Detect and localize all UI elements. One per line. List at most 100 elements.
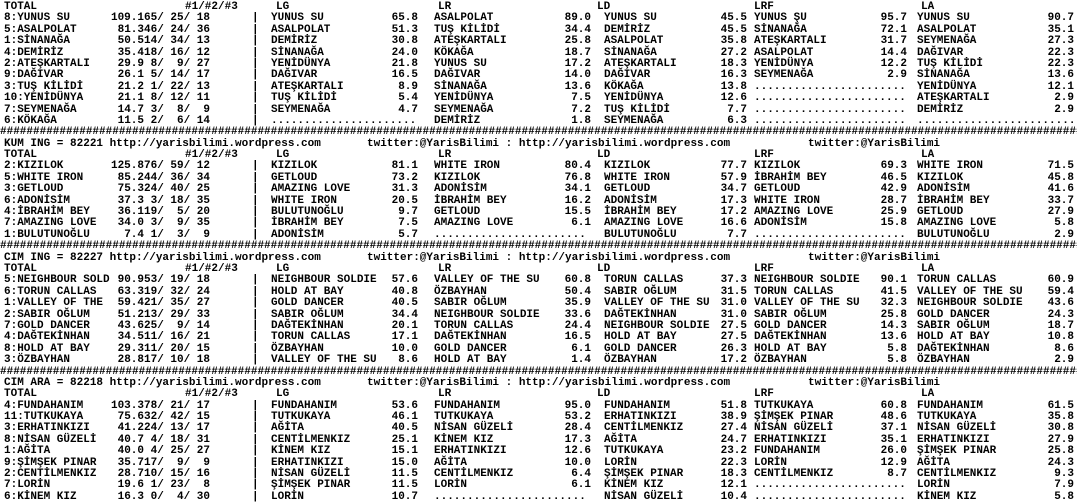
table-row: 7:SEYMENAĞA 14.7 3/ 8/ 9 | SEYMENAĞA 4.7… bbox=[0, 103, 1077, 116]
runner-rank-name: 3:GETLOUD bbox=[4, 183, 64, 196]
column-divider: | bbox=[252, 23, 259, 36]
total-value: 34.0 bbox=[117, 217, 144, 230]
lr-value: 33.6 bbox=[564, 308, 591, 321]
total-value: 16.3 bbox=[117, 490, 144, 503]
lr-name: ATEŞKARTALI bbox=[434, 35, 507, 48]
column-divider: | bbox=[252, 445, 259, 458]
la-name: ADONİSİM bbox=[917, 183, 970, 196]
column-divider: | bbox=[252, 399, 259, 412]
runner-rank-name: 4:DEMİRİZ bbox=[4, 46, 64, 59]
place-counts: 4/ 18/ 31 bbox=[144, 433, 211, 446]
lrf-name: YUNUS ŞU bbox=[754, 12, 807, 25]
lrf-value: 25.9 bbox=[880, 206, 907, 219]
column-header-total: TOTAL bbox=[4, 388, 38, 401]
runner-rank-name: 7:SEYMENAĞA bbox=[4, 103, 77, 116]
total-value: 34.5 bbox=[117, 331, 144, 344]
section-code-and-url: CIM ARA = 82218 http://yarisbilimi.wordp… bbox=[4, 376, 321, 389]
lrf-value: 72.1 bbox=[880, 23, 907, 36]
table-row: 2:CENTİLMENKIZ 28.7 10/ 15/ 16 | NİSAN G… bbox=[0, 468, 1077, 481]
ld-value: 31.0 bbox=[720, 297, 747, 310]
la-name: SABIR OĞLUM bbox=[917, 319, 990, 332]
column-header-ld: LD bbox=[597, 388, 611, 401]
la-value: 2.9 bbox=[1054, 354, 1074, 367]
lg-name: TUTKUKAYA bbox=[271, 411, 331, 424]
place-counts: 53/ 19/ 18 bbox=[144, 274, 211, 287]
table-row: 6:ADONİSİM 37.3 3/ 18/ 35 | WHITE IRON 2… bbox=[0, 194, 1077, 207]
lg-name: ERHATINKIZI bbox=[271, 456, 344, 469]
la-value: 71.5 bbox=[1047, 160, 1074, 173]
table-row: 3:ÖZBAYHAN 28.8 17/ 10/ 18 | VALLEY OF T… bbox=[0, 354, 1077, 367]
ld-value: 18.3 bbox=[720, 57, 747, 70]
lr-value: 53.2 bbox=[564, 411, 591, 424]
la-value: 24.3 bbox=[1047, 456, 1074, 469]
total-value: 59.4 bbox=[117, 297, 144, 310]
lr-value: 16.2 bbox=[564, 194, 591, 207]
column-header-places: #1/#2/#3 bbox=[185, 262, 238, 275]
lrf-value: 13.6 bbox=[880, 331, 907, 344]
lrf-name: ....................... bbox=[754, 92, 906, 105]
column-divider: | bbox=[252, 274, 259, 287]
lg-name: ATEŞKARTALI bbox=[271, 80, 344, 93]
lrf-name: SEYMENAĞA bbox=[754, 69, 814, 82]
lg-value: 53.6 bbox=[391, 399, 418, 412]
place-counts: 3/ 8/ 9 bbox=[144, 103, 211, 116]
column-divider: | bbox=[252, 319, 259, 332]
la-value: 12.1 bbox=[1047, 80, 1074, 93]
separator-hashes: ########################################… bbox=[0, 365, 1077, 378]
lr-name: VALLEY OF THE SU bbox=[434, 274, 540, 287]
place-counts: 44/ 36/ 34 bbox=[144, 171, 211, 184]
lrf-value: 26.0 bbox=[880, 445, 907, 458]
la-value: 22.3 bbox=[1047, 57, 1074, 70]
la-name: KIZILOK bbox=[917, 171, 964, 184]
lg-value: 65.8 bbox=[391, 12, 418, 25]
column-divider: | bbox=[252, 12, 259, 25]
place-counts: 13/ 29/ 33 bbox=[144, 308, 211, 321]
lg-name: YENİDÜNYA bbox=[271, 57, 331, 70]
place-counts: 0/ 4/ 30 bbox=[144, 490, 211, 503]
lrf-name: TUTKUKAYA bbox=[754, 399, 814, 412]
la-name: ERHATINKIZI bbox=[917, 433, 990, 446]
ld-value: 23.2 bbox=[720, 445, 747, 458]
ld-name: SEYMENAĞA bbox=[604, 114, 664, 127]
lrf-name: GOLD DANCER bbox=[754, 319, 827, 332]
la-value: 90.7 bbox=[1047, 12, 1074, 25]
twitter-handle-and-url: twitter:@YarisBilimi : http://yarisbilim… bbox=[367, 376, 731, 389]
ld-name: ASALPOLAT bbox=[604, 35, 664, 48]
ld-name: WHITE IRON bbox=[604, 171, 671, 184]
lg-name: ...................... bbox=[271, 114, 417, 127]
place-counts: 10/ 15/ 16 bbox=[144, 468, 211, 481]
la-name: YENİDÜNYA bbox=[917, 80, 977, 93]
la-name: WHITE IRON bbox=[917, 160, 984, 173]
lg-value: 31.3 bbox=[391, 183, 418, 196]
ld-value: 16.6 bbox=[720, 217, 747, 230]
ld-name: DAĞTEKİNHAN bbox=[604, 308, 677, 321]
lr-value: 50.4 bbox=[564, 285, 591, 298]
lr-value: 1.4 bbox=[571, 354, 591, 367]
la-value: 8.6 bbox=[1054, 342, 1074, 355]
runner-rank-name: 6:TORUN CALLAS bbox=[4, 285, 97, 298]
lr-name: TORUN CALLAS bbox=[434, 319, 514, 332]
la-value: 27.9 bbox=[1047, 433, 1074, 446]
ld-name: KIZILOK bbox=[604, 160, 651, 173]
table-row: 3:TUŞ KİLİDİ 21.2 1/ 22/ 13 | ATEŞKARTAL… bbox=[0, 80, 1077, 93]
table-row: 4:DAĞTEKİNHAN 34.5 11/ 16/ 21 | TORUN CA… bbox=[0, 331, 1077, 344]
section-info-row: CIM ING = 82227 http://yarisbilimi.wordp… bbox=[0, 252, 1077, 264]
lr-name: DEMİRİZ bbox=[434, 114, 481, 127]
lr-name: ....................... bbox=[434, 228, 586, 241]
column-divider: | bbox=[252, 490, 259, 503]
lr-value: 34.4 bbox=[564, 23, 591, 36]
lrf-value: 15.8 bbox=[880, 217, 907, 230]
place-counts: 46/ 24/ 36 bbox=[144, 23, 211, 36]
lrf-value: 32.3 bbox=[880, 297, 907, 310]
column-header-la: LA bbox=[921, 1, 935, 13]
lr-name: ....................... bbox=[434, 490, 586, 503]
runner-rank-name: 2:CENTİLMENKIZ bbox=[4, 468, 97, 481]
lrf-name: CENTİLMENKIZ bbox=[754, 468, 834, 481]
lr-name: DAĞIVAR bbox=[434, 69, 481, 82]
ld-value: 12.6 bbox=[720, 92, 747, 105]
la-name: ŞİMŞEK PINAR bbox=[917, 445, 997, 458]
lg-value: 5.7 bbox=[398, 228, 418, 241]
la-name: AMAZING LOVE bbox=[917, 217, 997, 230]
lg-value: 20.5 bbox=[391, 194, 418, 207]
